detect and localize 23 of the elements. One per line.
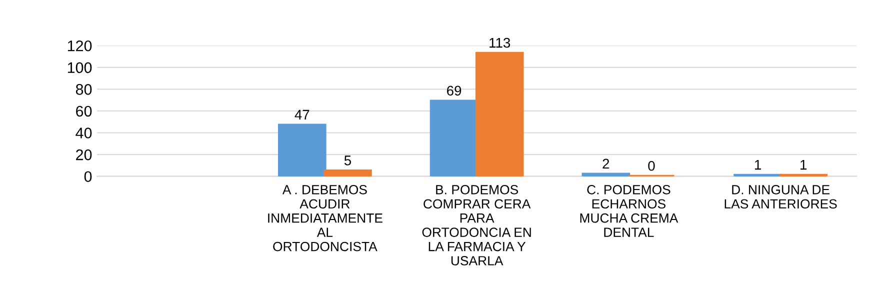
data-label: 1 xyxy=(754,160,761,170)
x-tick-label: D. NINGUNA DE LAS ANTERIORES xyxy=(724,185,837,209)
bar xyxy=(278,124,326,176)
bar xyxy=(324,169,372,176)
y-tick-label: 0 xyxy=(84,171,92,182)
y-tick-label: 20 xyxy=(76,149,92,160)
data-label: 113 xyxy=(490,38,510,48)
y-tick-label: 60 xyxy=(76,106,92,117)
y-tick-label: 80 xyxy=(76,84,92,95)
y-tick-label: 120 xyxy=(68,40,92,52)
x-tick-label: A . DEBEMOS ACUDIR INMEDIATAMENTE AL ORTODONCISTA xyxy=(268,185,382,252)
data-label: 69 xyxy=(447,86,462,96)
y-tick-label: 100 xyxy=(68,62,92,74)
data-label: 5 xyxy=(344,156,352,166)
y-tick-label: 40 xyxy=(76,128,92,138)
bar xyxy=(475,52,524,176)
x-tick-label: C. PODEMOS ECHARNOS MUCHA CREMA DENTAL xyxy=(580,185,678,237)
x-tick-label: B. PODEMOS COMPRAR CERA PARA ORTODONCIA EN LA FARMACIA Y USARLA xyxy=(422,185,531,266)
data-label: 2 xyxy=(602,158,610,168)
data-label: 0 xyxy=(648,160,655,171)
data-label: 47 xyxy=(294,110,310,120)
bar xyxy=(430,100,478,176)
data-label: 1 xyxy=(800,160,807,170)
